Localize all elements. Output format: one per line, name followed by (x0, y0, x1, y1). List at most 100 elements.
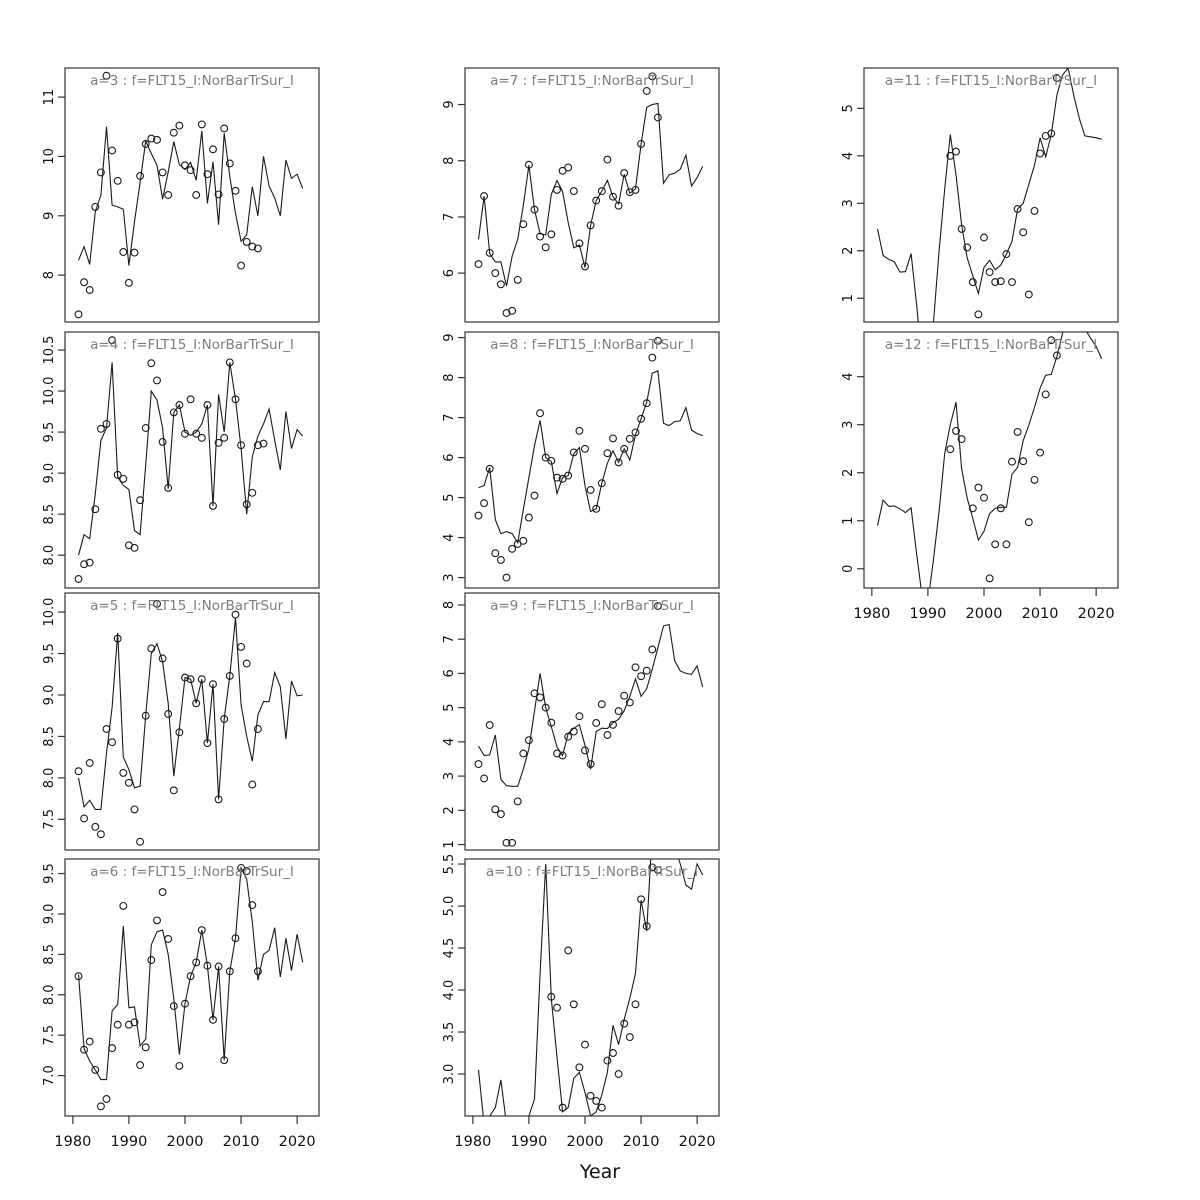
data-point (102, 725, 111, 733)
data-point (253, 967, 262, 976)
x-tick-label: 2020 (1078, 606, 1115, 622)
y-tick-label: 1 (841, 294, 856, 302)
y-tick-label: 3 (841, 199, 856, 207)
data-point (237, 642, 246, 651)
data-point (237, 441, 246, 450)
y-tick-label: 9.5 (42, 643, 57, 664)
data-point (575, 712, 584, 721)
data-point (614, 707, 623, 716)
y-tick-label: 5 (442, 493, 457, 501)
data-point (586, 486, 595, 494)
data-point (186, 972, 195, 981)
data-point (485, 464, 494, 473)
data-point (136, 837, 145, 846)
data-point (569, 448, 578, 457)
fit-line-a7 (477, 102, 704, 287)
data-point (181, 429, 189, 438)
data-point (108, 146, 117, 155)
panel-title: a=6 : f=FLT15_I:NorBarTrSur_I (90, 864, 294, 880)
data-point (225, 967, 234, 976)
data-point (485, 721, 494, 730)
data-point (513, 797, 522, 806)
data-point (536, 693, 545, 702)
data-point (957, 435, 966, 444)
y-tick-label: 8.0 (42, 545, 57, 566)
data-point (642, 922, 651, 931)
panel-title: a=5 : f=FLT15_I:NorBarTrSur_I (90, 598, 294, 614)
data-point (581, 444, 589, 453)
data-point (158, 437, 167, 446)
data-point (164, 191, 173, 199)
data-point (231, 610, 240, 619)
data-point (102, 1095, 111, 1103)
data-point (952, 147, 960, 156)
y-tick-label: 5.5 (442, 854, 457, 875)
data-point (124, 278, 133, 287)
y-axis-a3: 8 9 10 11 (42, 89, 65, 279)
data-point (124, 778, 133, 787)
data-point (991, 540, 1000, 549)
data-point (242, 500, 251, 509)
data-point (491, 549, 500, 558)
y-tick-label: 4.5 (442, 938, 457, 959)
data-point (130, 1018, 139, 1027)
data-point (147, 644, 156, 653)
data-point (203, 961, 212, 970)
panel-title: a=12 : f=FLT15_I:NorBarTrSur_I (885, 337, 1097, 353)
data-point (175, 728, 184, 737)
panel-title: a=9 : f=FLT15_I:NorBarTrSur_I (490, 598, 694, 614)
data-point (541, 243, 550, 252)
panel-title: a=10 : f=FLT15_I:NorBarTrSur_I (486, 864, 698, 880)
data-point (648, 353, 657, 362)
data-point (642, 666, 651, 675)
data-point (508, 838, 517, 847)
x-tick-label: 2020 (679, 1134, 716, 1150)
fit-line-a6 (77, 865, 304, 1081)
plot-area-a10 (477, 859, 704, 1116)
x-tick-label: 1990 (110, 1134, 147, 1150)
plot-border (64, 592, 320, 851)
x-axis-a6: 1980 1990 2000 2010 2020 (54, 1116, 316, 1150)
data-point (620, 169, 629, 178)
data-point (625, 698, 634, 707)
data-point (74, 310, 83, 319)
data-point (119, 248, 128, 256)
y-tick-label: 10 (42, 148, 57, 165)
plot-border (863, 67, 1119, 323)
plot-border (464, 331, 720, 589)
data-point (524, 736, 533, 745)
fit-line-a8 (478, 370, 703, 545)
data-point (564, 946, 573, 955)
data-point (631, 663, 640, 672)
data-point (597, 479, 606, 488)
data-point (991, 278, 1000, 287)
y-tick-label: 1 (442, 840, 457, 848)
y-axis-a5: 7.5 8.0 8.5 9.0 9.5 10.0 (42, 598, 65, 830)
x-tick-label: 1980 (853, 606, 890, 622)
data-point (653, 602, 662, 610)
fit-line-a11 (876, 68, 1102, 322)
data-point (946, 151, 955, 160)
data-point (474, 260, 483, 269)
data-point (1024, 518, 1033, 527)
y-axis-a11: 1 2 3 4 5 (841, 104, 864, 302)
data-point (637, 895, 646, 904)
data-point (259, 439, 268, 448)
data-point (113, 470, 122, 479)
data-point (581, 1040, 589, 1049)
data-point (547, 992, 556, 1001)
y-axis-a7: 6 7 8 9 (442, 100, 465, 277)
data-point (175, 401, 184, 409)
y-tick-label: 9 (442, 333, 457, 341)
data-point (96, 830, 105, 839)
y-tick-label: 9.5 (42, 422, 57, 443)
data-point (253, 441, 262, 450)
data-point (74, 972, 83, 981)
data-point (597, 1103, 606, 1112)
x-tick-label: 2020 (279, 1134, 316, 1150)
plot-area-a7 (474, 72, 704, 317)
data-point (209, 145, 217, 154)
data-point (491, 805, 500, 814)
data-point (91, 822, 100, 831)
data-point (186, 395, 195, 404)
